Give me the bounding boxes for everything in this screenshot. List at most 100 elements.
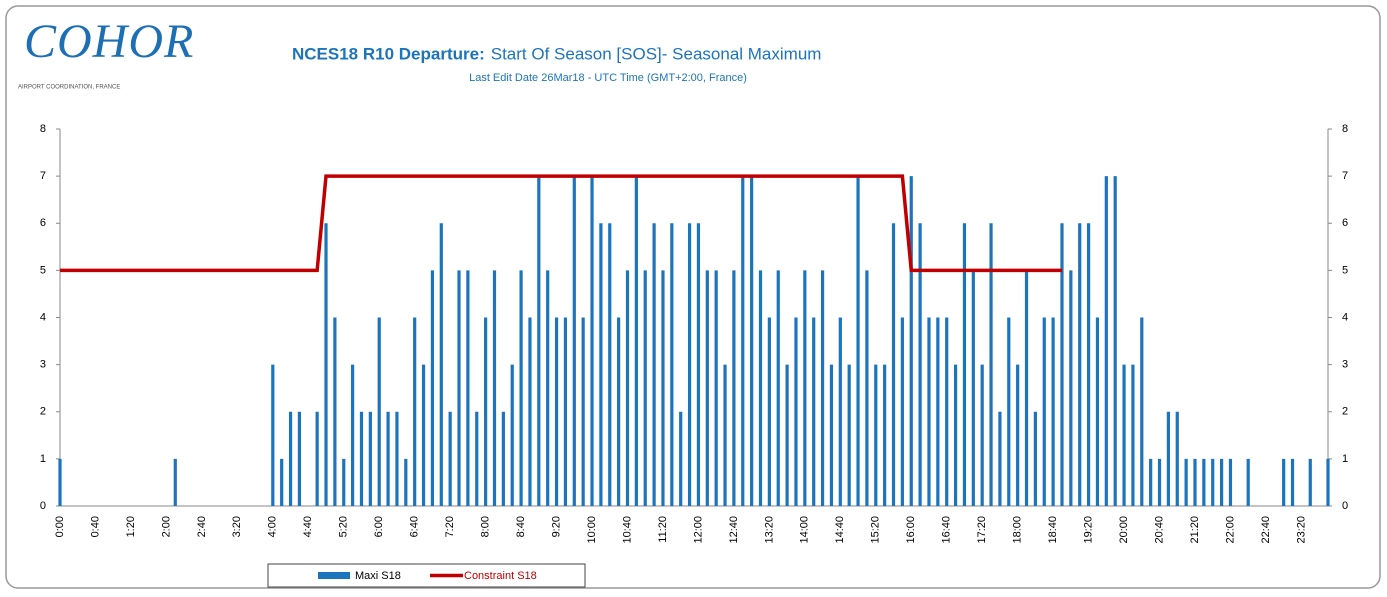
bar xyxy=(1051,317,1055,506)
bar xyxy=(962,223,967,506)
bar xyxy=(1326,458,1330,506)
bar xyxy=(1184,458,1188,506)
y2-tick-label: 1 xyxy=(1342,453,1348,465)
logo: COHOR xyxy=(24,15,194,68)
bar xyxy=(820,270,825,506)
bar xyxy=(829,364,834,506)
bar xyxy=(1228,458,1233,506)
x-tick-label: 5:20 xyxy=(338,516,350,537)
x-tick-label: 10:00 xyxy=(586,516,598,544)
x-tick-label: 12:40 xyxy=(728,516,740,544)
y2-tick-label: 3 xyxy=(1342,359,1348,371)
bar xyxy=(377,317,381,506)
y-tick-label: 1 xyxy=(40,453,46,465)
bar xyxy=(900,317,904,506)
x-tick-label: 1:20 xyxy=(125,516,137,537)
bar xyxy=(554,317,559,506)
bar xyxy=(324,223,328,506)
bar xyxy=(945,317,949,506)
y2-tick-label: 2 xyxy=(1342,406,1348,418)
x-tick-label: 8:40 xyxy=(515,516,527,537)
bar xyxy=(537,176,541,506)
x-tick-label: 4:00 xyxy=(267,516,279,537)
bar xyxy=(927,317,931,506)
x-tick-label: 19:20 xyxy=(1082,516,1094,544)
bar xyxy=(1033,411,1037,506)
y2-tick-label: 0 xyxy=(1342,500,1348,512)
bar xyxy=(430,270,435,506)
bar xyxy=(404,458,408,506)
bar xyxy=(1149,458,1153,506)
bar xyxy=(1104,176,1108,506)
x-tick-label: 15:20 xyxy=(870,516,882,544)
bar xyxy=(847,364,851,506)
bar xyxy=(1246,458,1250,506)
x-tick-label: 22:40 xyxy=(1260,516,1272,544)
y-tick-label: 7 xyxy=(40,170,46,182)
bar xyxy=(413,317,417,506)
x-tick-label: 8:00 xyxy=(480,516,492,537)
bar xyxy=(750,176,754,506)
bar xyxy=(492,270,497,506)
bar xyxy=(1219,458,1224,506)
x-tick-label: 23:20 xyxy=(1295,516,1307,544)
bar xyxy=(333,317,337,506)
chart-title: NCES18 R10 Departure: xyxy=(292,44,485,63)
x-tick-label: 21:20 xyxy=(1189,516,1201,544)
bar xyxy=(1211,458,1215,506)
bar xyxy=(1193,458,1197,506)
bar xyxy=(297,411,302,506)
bar xyxy=(1175,411,1179,506)
chart-title-detail: Start Of Season [SOS]- Seasonal Maximum xyxy=(491,44,822,63)
y-tick-label: 3 xyxy=(40,359,46,371)
x-tick-label: 22:00 xyxy=(1224,516,1236,544)
bar xyxy=(1078,223,1082,506)
bar xyxy=(643,270,647,506)
bar xyxy=(1290,458,1295,506)
bar xyxy=(998,411,1002,506)
bar xyxy=(856,176,860,506)
y-tick-label: 8 xyxy=(40,123,46,135)
bar xyxy=(1166,411,1170,506)
bar xyxy=(1113,176,1117,506)
bar xyxy=(421,364,426,506)
bar xyxy=(457,270,461,506)
bar xyxy=(1016,364,1020,506)
bar xyxy=(501,411,505,506)
x-tick-label: 18:00 xyxy=(1012,516,1024,544)
x-tick-label: 12:00 xyxy=(692,516,704,544)
bar xyxy=(475,411,479,506)
x-tick-label: 13:20 xyxy=(763,516,775,544)
bar xyxy=(599,223,603,506)
x-tick-label: 0:00 xyxy=(54,516,66,537)
x-tick-label: 14:40 xyxy=(834,516,846,544)
bar xyxy=(546,270,550,506)
x-tick-label: 2:40 xyxy=(196,516,208,537)
legend-label: Constraint S18 xyxy=(464,570,537,582)
bar xyxy=(351,364,355,506)
bar xyxy=(1282,458,1286,506)
bar xyxy=(767,317,771,506)
y-tick-label: 2 xyxy=(40,406,46,418)
bar xyxy=(528,317,532,506)
bar xyxy=(785,364,789,506)
x-tick-label: 10:40 xyxy=(621,516,633,544)
bar xyxy=(271,364,275,506)
bar xyxy=(395,411,399,506)
x-tick-label: 6:00 xyxy=(373,516,385,537)
frame xyxy=(5,5,1381,589)
bar xyxy=(288,411,293,506)
bar xyxy=(1140,317,1144,506)
bar xyxy=(466,270,470,506)
y2-tick-label: 5 xyxy=(1342,264,1348,276)
bar xyxy=(590,176,594,506)
bar xyxy=(936,317,940,506)
y-tick-label: 4 xyxy=(40,311,46,323)
x-tick-label: 17:20 xyxy=(976,516,988,544)
bar xyxy=(1122,364,1126,506)
bar xyxy=(874,364,878,506)
bar xyxy=(448,411,452,506)
x-tick-label: 20:40 xyxy=(1153,516,1165,544)
bar xyxy=(608,223,612,506)
bar xyxy=(386,411,390,506)
